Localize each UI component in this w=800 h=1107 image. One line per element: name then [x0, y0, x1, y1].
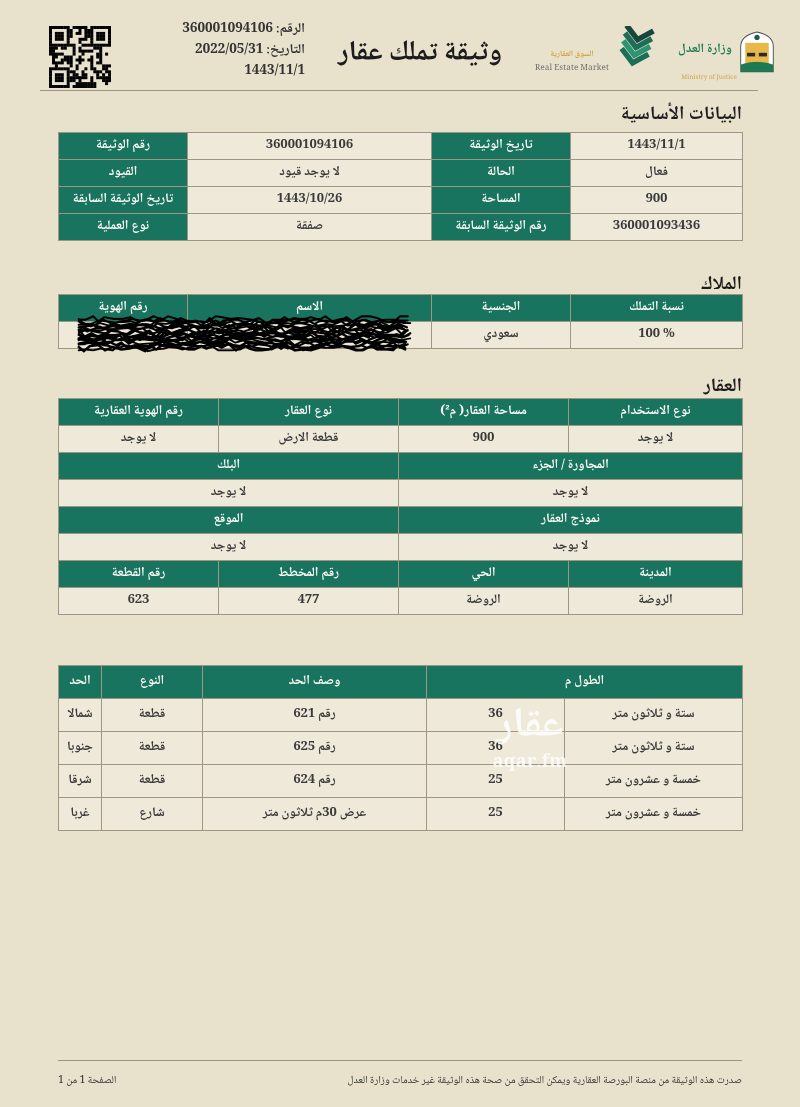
- svg-text:وزارة العدل: وزارة العدل: [678, 39, 732, 61]
